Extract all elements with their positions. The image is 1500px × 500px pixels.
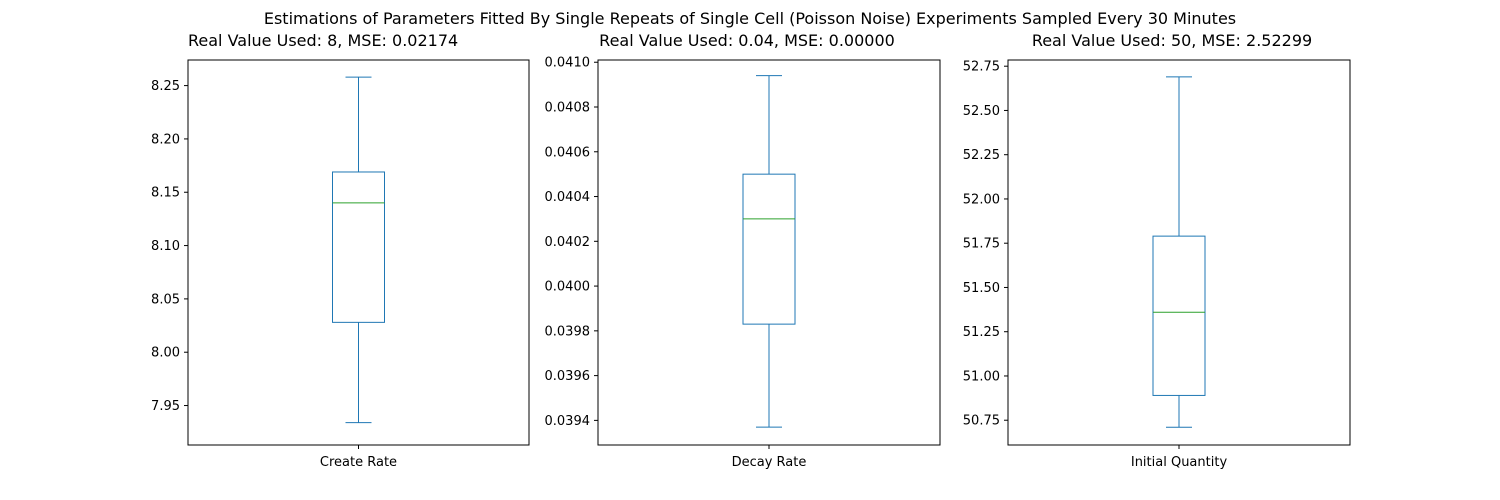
y-tick-label: 0.0408 xyxy=(545,101,591,116)
y-tick-label: 8.10 xyxy=(151,239,180,254)
subplot-title: Real Value Used: 0.04, MSE: 0.00000 xyxy=(599,31,895,50)
y-tick-label: 0.0398 xyxy=(545,324,591,339)
y-tick-label: 52.00 xyxy=(963,192,1000,207)
y-tick-label: 51.50 xyxy=(963,281,1000,296)
subplot-title: Real Value Used: 8, MSE: 0.02174 xyxy=(188,31,458,50)
x-category-label: Create Rate xyxy=(320,455,397,470)
y-tick-label: 8.20 xyxy=(151,132,180,147)
x-category-label: Decay Rate xyxy=(732,455,807,470)
y-tick-label: 8.00 xyxy=(151,346,180,361)
y-tick-label: 0.0406 xyxy=(545,145,591,160)
y-tick-label: 52.25 xyxy=(963,148,1000,163)
y-tick-label: 51.00 xyxy=(963,369,1000,384)
iqr-box xyxy=(1152,235,1206,396)
y-tick-label: 51.75 xyxy=(963,237,1000,252)
y-tick-label: 8.25 xyxy=(151,79,180,94)
y-tick-label: 0.0402 xyxy=(545,235,591,250)
y-tick-label: 52.75 xyxy=(963,60,1000,75)
figure-suptitle: Estimations of Parameters Fitted By Sing… xyxy=(264,9,1236,28)
y-tick-label: 50.75 xyxy=(963,414,1000,429)
iqr-box xyxy=(742,173,796,325)
y-tick-label: 0.0396 xyxy=(545,369,591,384)
y-tick-label: 51.25 xyxy=(963,325,1000,340)
y-tick-label: 8.05 xyxy=(151,292,180,307)
y-tick-label: 0.0400 xyxy=(545,280,591,295)
subplot-decay-rate: Real Value Used: 0.04, MSE: 0.00000 Deca… xyxy=(545,31,941,470)
subplot-title: Real Value Used: 50, MSE: 2.52299 xyxy=(1032,31,1312,50)
subplot-initial-quantity: Real Value Used: 50, MSE: 2.52299 Initia… xyxy=(963,31,1351,470)
iqr-box xyxy=(332,171,385,323)
y-tick-label: 7.95 xyxy=(151,399,180,414)
y-tick-label: 0.0404 xyxy=(545,190,591,205)
y-tick-label: 52.50 xyxy=(963,104,1000,119)
y-tick-label: 0.0410 xyxy=(545,56,591,71)
subplot-create-rate: Real Value Used: 8, MSE: 0.02174 Create … xyxy=(151,31,530,470)
x-category-label: Initial Quantity xyxy=(1131,455,1228,470)
y-tick-label: 0.0394 xyxy=(545,414,591,429)
y-tick-label: 8.15 xyxy=(151,186,180,201)
